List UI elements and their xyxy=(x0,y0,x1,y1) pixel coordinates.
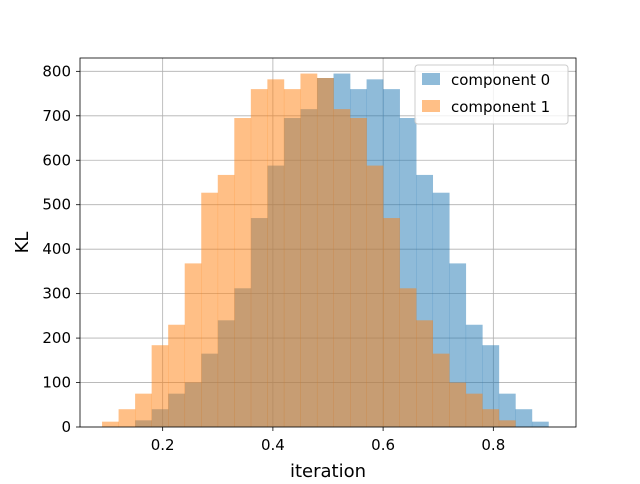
axis-ticks: 0.2 0.4 0.6 0.8 0 100 200 300 400 500 600 700 800 xyxy=(42,62,505,454)
bar-component-0 xyxy=(482,345,500,427)
legend-swatch-component-0 xyxy=(422,73,440,85)
y-tick-label: 500 xyxy=(42,196,71,214)
bar-component-1 xyxy=(151,345,169,427)
bar-component-1 xyxy=(333,109,351,428)
bar-component-1 xyxy=(184,263,202,427)
y-tick-label: 200 xyxy=(42,329,71,347)
y-tick-label: 400 xyxy=(42,240,71,258)
bar-component-1 xyxy=(250,89,268,427)
y-tick-label: 700 xyxy=(42,107,71,125)
bar-component-1 xyxy=(316,78,334,427)
legend: component 0 component 1 xyxy=(414,64,569,125)
bar-component-1 xyxy=(135,393,152,427)
bar-component-1 xyxy=(118,409,136,427)
y-tick-label: 800 xyxy=(42,62,71,80)
y-tick-label: 300 xyxy=(42,285,71,303)
y-tick-label: 600 xyxy=(42,151,71,169)
bar-component-1 xyxy=(399,288,417,427)
bar-component-1 xyxy=(102,421,119,427)
legend-swatch-component-1 xyxy=(422,100,440,112)
x-tick-label: 0.4 xyxy=(261,436,285,454)
bar-component-1 xyxy=(482,409,500,427)
bar-component-1 xyxy=(366,165,384,427)
bar-component-1 xyxy=(416,320,434,427)
y-tick-label: 100 xyxy=(42,374,71,392)
x-tick-label: 0.2 xyxy=(151,436,175,454)
bar-component-1 xyxy=(465,393,483,427)
bar-component-1 xyxy=(432,353,450,427)
bar-component-1 xyxy=(217,174,235,427)
bars xyxy=(102,73,549,428)
bar-component-0 xyxy=(531,421,549,427)
y-axis-label: KL xyxy=(12,232,33,254)
y-tick-label: 0 xyxy=(61,418,71,436)
bar-component-1 xyxy=(283,89,301,427)
legend-label-component-0: component 0 xyxy=(451,71,550,89)
bar-component-1 xyxy=(350,118,367,428)
bar-component-1 xyxy=(449,382,467,427)
bar-component-1 xyxy=(498,420,516,427)
bar-component-0 xyxy=(515,409,533,427)
x-tick-label: 0.8 xyxy=(481,436,505,454)
legend-box xyxy=(414,64,569,125)
legend-label-component-1: component 1 xyxy=(451,98,550,116)
bar-component-1 xyxy=(234,118,252,428)
bar-component-1 xyxy=(300,73,318,427)
bar-component-1 xyxy=(383,218,400,427)
plot-frame xyxy=(79,57,577,428)
bar-component-1 xyxy=(168,324,186,427)
bar-component-1 xyxy=(201,192,219,427)
bar-component-1 xyxy=(267,79,285,428)
bar-component-0 xyxy=(498,393,516,427)
x-axis-label: iteration xyxy=(290,461,366,480)
x-tick-label: 0.6 xyxy=(371,436,395,454)
